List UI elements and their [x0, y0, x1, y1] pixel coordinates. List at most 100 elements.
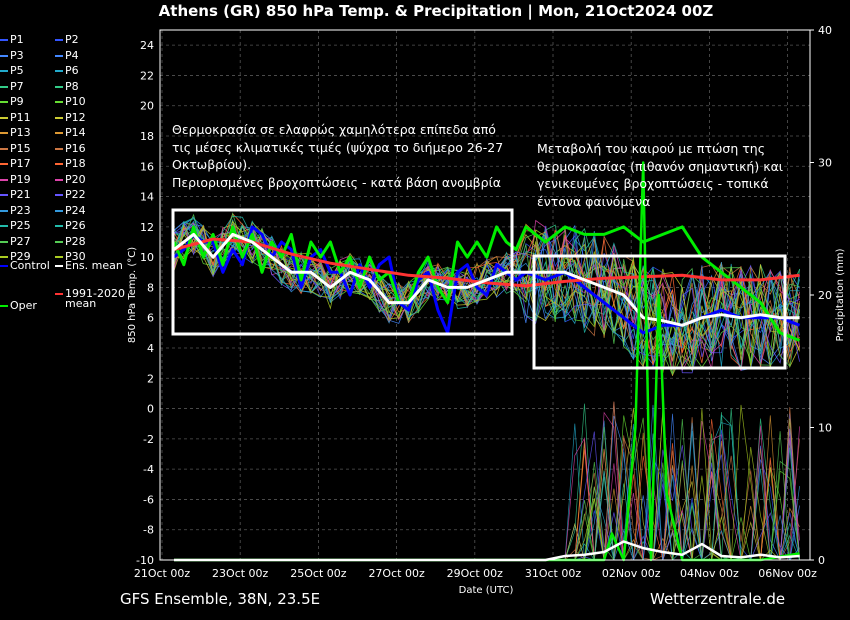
- legend-swatch: [0, 147, 8, 150]
- legend-item-p9: P9: [0, 95, 24, 108]
- y-tick-label-left: 0: [147, 403, 154, 416]
- legend-label: P26: [65, 219, 86, 232]
- legend-label: P6: [65, 64, 79, 77]
- legend-swatch: [0, 225, 8, 227]
- legend-swatch: [55, 265, 63, 267]
- y-tick-label-left: 10: [140, 251, 154, 264]
- legend-swatch: [55, 116, 63, 119]
- legend-label: P8: [65, 79, 79, 93]
- perturbation-precip-line: [174, 413, 800, 561]
- annotation-box-right: [532, 254, 787, 370]
- y-tick-label-left: -4: [143, 463, 154, 476]
- legend-label: P27: [10, 234, 31, 248]
- series-line-1991-2020-mean: [173, 237, 800, 288]
- legend-item-p5: P5: [0, 64, 24, 77]
- legend-swatch: [0, 256, 8, 258]
- series-line-oper: [172, 225, 801, 342]
- legend-item-p23: P23: [0, 204, 31, 217]
- y-tick-label-left: 8: [147, 281, 154, 294]
- y-tick-label-left: 20: [140, 100, 154, 113]
- legend-label: Oper: [10, 299, 37, 312]
- annotation-box-left: [171, 208, 514, 336]
- perturbation-precip-line: [174, 415, 800, 561]
- legend-item-clim-mean: 1991-2020 mean: [55, 287, 125, 310]
- legend-item-p3: P3: [0, 49, 24, 62]
- y-tick-label-left: -10: [136, 554, 154, 567]
- chart-title: Athens (GR) 850 hPa Temp. & Precipitatio…: [159, 2, 714, 21]
- legend-swatch: [55, 54, 63, 57]
- legend-label: P23: [10, 203, 31, 217]
- perturbation-precip-line: [174, 433, 800, 561]
- perturbation-precip-line: [174, 413, 800, 561]
- legend-item-p8: P8: [55, 80, 79, 93]
- y-tick-label-left: 24: [140, 39, 154, 52]
- legend-label: P29: [10, 250, 31, 263]
- legend-label: P21: [10, 188, 31, 201]
- legend-swatch: [0, 116, 8, 119]
- y-tick-label-left: -2: [143, 433, 154, 446]
- legend-label: P17: [10, 157, 31, 170]
- footer-site: Wetterzentrale.de: [650, 590, 786, 608]
- legend-label: P2: [65, 33, 79, 46]
- legend-label: P30: [65, 250, 86, 263]
- legend-label: P11: [10, 110, 31, 124]
- legend-label: Ens. mean: [65, 259, 123, 272]
- legend-label: mean: [65, 297, 97, 310]
- perturbation-temp-line: [173, 217, 800, 368]
- legend-item-p27: P27: [0, 235, 31, 248]
- legend-item-p28: P28: [55, 235, 86, 248]
- y-tick-label-right: 0: [818, 554, 825, 567]
- y-axis-left-label: 850 hPa Temp. (°C): [127, 247, 138, 343]
- annotation-left-line: Οκτωβρίου).: [172, 157, 252, 172]
- legend-label: P19: [10, 172, 31, 186]
- x-axis-ticks: 21Oct 00z 23Oct 00z 25Oct 00z 27Oct 00z 29Oc…: [134, 567, 817, 580]
- legend-label: P4: [65, 48, 79, 62]
- perturbation-precip-line: [174, 414, 800, 561]
- perturbation-precip-line: [174, 432, 800, 561]
- legend-item-p11: P11: [0, 111, 31, 124]
- perturbation-precip-line: [174, 407, 800, 561]
- x-tick-label: 06Nov 00z: [758, 567, 817, 580]
- perturbation-temp-line: [173, 220, 800, 371]
- y-tick-label-right: 20: [818, 289, 832, 302]
- annotation-left-line: Θερμοκρασία σε ελαφρώς χαμηλότερα επίπεδ…: [172, 122, 496, 137]
- legend-label: P18: [65, 157, 86, 170]
- legend-swatch: [55, 194, 63, 196]
- perturbation-temp-line: [173, 212, 800, 375]
- series-line-control: [173, 225, 801, 335]
- y-tick-label-left: 16: [140, 160, 154, 173]
- legend-swatch: [55, 101, 63, 103]
- legend-swatch: [0, 54, 8, 57]
- perturbation-precip-line: [174, 408, 800, 561]
- legend-label: P20: [65, 172, 86, 186]
- perturbation-temp-line: [173, 224, 800, 374]
- legend-label: P12: [65, 110, 86, 124]
- legend-label: P9: [10, 95, 24, 108]
- perturbation-precip-line: [174, 401, 800, 561]
- legend-item-p18: P18: [55, 157, 86, 170]
- legend-swatch: [0, 240, 8, 243]
- legend-item-p15: P15: [0, 142, 31, 155]
- legend-swatch: [55, 240, 63, 243]
- legend-swatch: [55, 39, 63, 41]
- legend-item-p21: P21: [0, 188, 31, 201]
- x-axis-label: Date (UTC): [459, 585, 514, 596]
- annotation-right-line: γενικευμένες βροχοπτώσεις - τοπικά: [537, 176, 769, 191]
- legend-item-p20: P20: [55, 173, 86, 186]
- y-tick-label-left: -6: [143, 493, 154, 506]
- perturbation-precip-line: [174, 428, 800, 561]
- legend-item-p30: P30: [55, 250, 86, 263]
- legend-item-p19: P19: [0, 173, 31, 186]
- legend-swatch: [55, 163, 63, 165]
- y-tick-label-left: 18: [140, 130, 154, 143]
- annotation-left-line: τις μέσες κλιματικές τιμές (ψύχρα το διή…: [172, 139, 504, 155]
- y-tick-label-left: 12: [140, 221, 154, 234]
- perturbation-precip-line: [174, 435, 800, 562]
- legend-item-p12: P12: [55, 111, 86, 124]
- legend-label: P3: [10, 48, 24, 62]
- perturbation-precip-line: [174, 425, 800, 561]
- legend-swatch: [0, 265, 8, 267]
- legend-item-p1: P1: [0, 33, 24, 46]
- y-tick-label-right: 40: [818, 24, 832, 37]
